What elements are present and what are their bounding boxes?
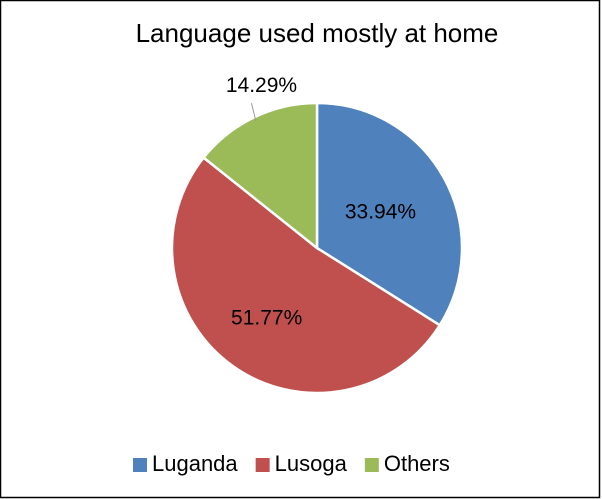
data-label: 33.94% bbox=[345, 201, 416, 224]
legend-swatch bbox=[364, 458, 379, 472]
pie-slice bbox=[170, 155, 442, 395]
legend-label: Lusoga bbox=[275, 451, 348, 476]
legend-swatch bbox=[255, 458, 270, 472]
data-label: 14.29% bbox=[226, 74, 297, 97]
pie-slice bbox=[201, 101, 319, 251]
legend-swatch bbox=[133, 458, 147, 472]
chart-title: Language used mostly at home bbox=[136, 18, 499, 48]
legend-label: Luganda bbox=[152, 451, 238, 476]
leader-line bbox=[250, 103, 257, 122]
legend-label: Others bbox=[384, 451, 450, 476]
data-label: 51.77% bbox=[231, 306, 302, 329]
